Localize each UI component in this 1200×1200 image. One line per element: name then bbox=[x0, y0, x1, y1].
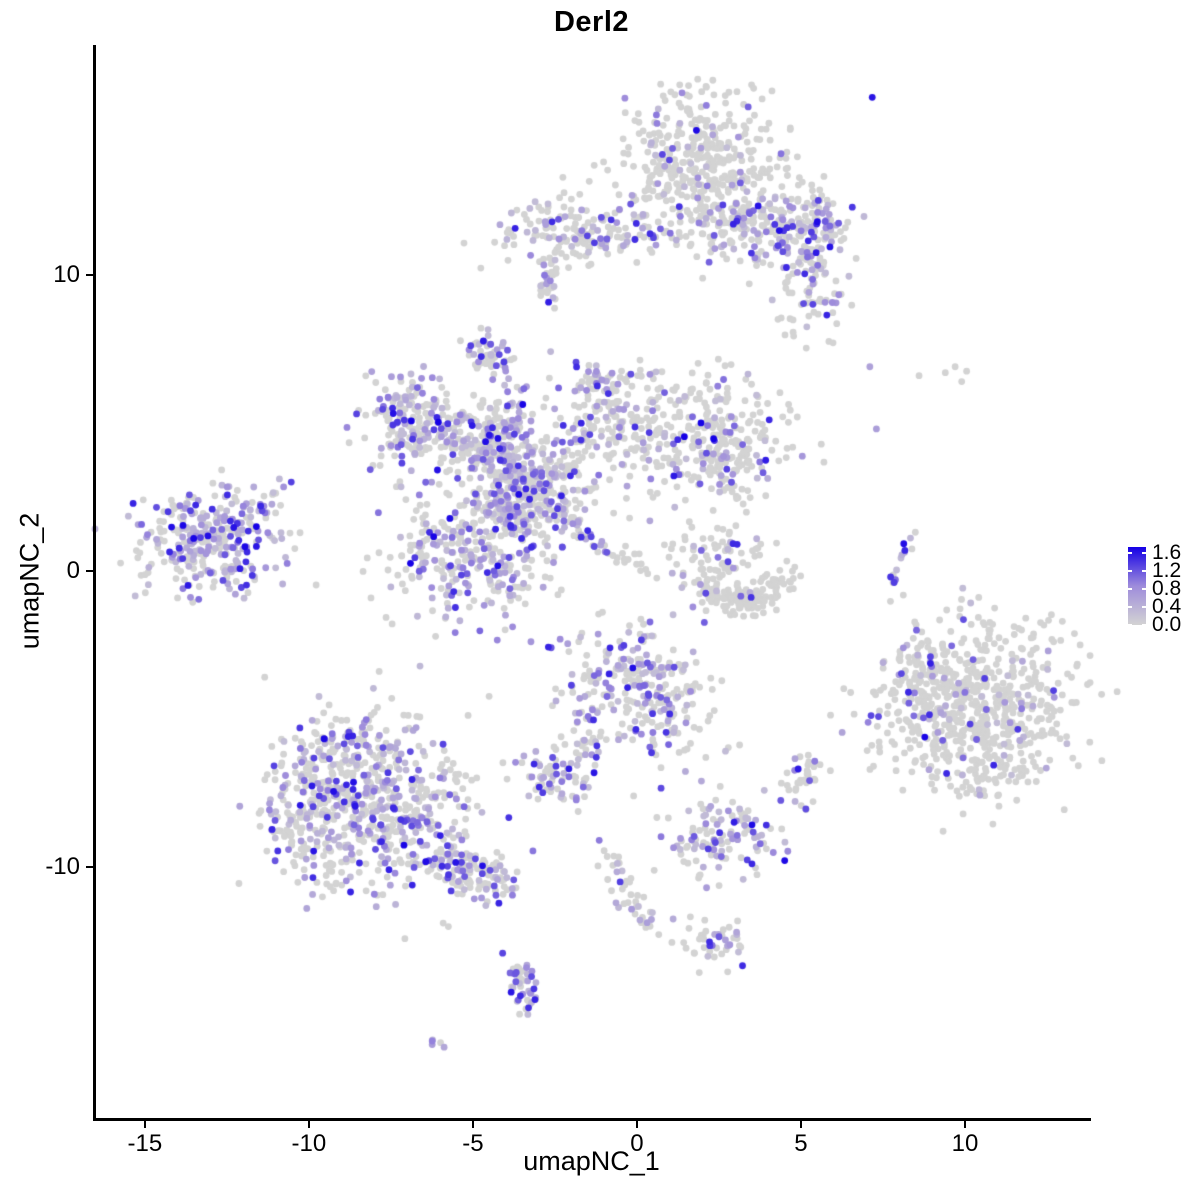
y-tick-label: 0 bbox=[66, 556, 80, 584]
colorbar-tick bbox=[1128, 588, 1132, 590]
y-tick-mark bbox=[86, 273, 93, 277]
x-axis-line bbox=[93, 1118, 1091, 1121]
colorbar-tick bbox=[1142, 570, 1146, 572]
colorbar-gradient bbox=[1128, 547, 1146, 625]
x-axis-label: umapNC_1 bbox=[523, 1146, 660, 1176]
x-tick-mark bbox=[963, 1121, 967, 1128]
colorbar-tick bbox=[1128, 552, 1132, 554]
y-tick-mark bbox=[86, 569, 93, 573]
colorbar-tick bbox=[1128, 606, 1132, 608]
y-tick-label: 10 bbox=[53, 260, 80, 288]
y-tick-mark bbox=[86, 865, 93, 869]
x-tick-label: -15 bbox=[127, 1130, 163, 1157]
x-tick-mark bbox=[799, 1121, 803, 1128]
legend-tick-label: 0.0 bbox=[1152, 613, 1182, 636]
x-tick-label: -10 bbox=[291, 1130, 327, 1157]
x-tick-mark bbox=[143, 1121, 147, 1128]
colorbar-tick bbox=[1142, 588, 1146, 590]
colorbar-tick bbox=[1128, 570, 1132, 572]
legend-tick-label: 0.8 bbox=[1152, 577, 1182, 600]
colorbar-legend: 1.6 1.2 0.8 0.4 0.0 bbox=[1124, 540, 1200, 640]
y-tick-label: -10 bbox=[45, 852, 80, 880]
x-tick-label: 10 bbox=[951, 1130, 979, 1157]
x-tick-mark bbox=[635, 1121, 639, 1128]
y-axis-line bbox=[93, 45, 96, 1121]
x-tick-label: 0 bbox=[630, 1130, 644, 1157]
colorbar-tick bbox=[1128, 624, 1132, 626]
x-tick-label: 5 bbox=[794, 1130, 808, 1157]
colorbar-tick bbox=[1142, 552, 1146, 554]
legend-tick-label: 0.4 bbox=[1152, 595, 1182, 618]
x-tick-label: -5 bbox=[462, 1130, 484, 1157]
legend-tick-label: 1.2 bbox=[1152, 559, 1182, 582]
legend-tick-label: 1.6 bbox=[1152, 541, 1182, 564]
x-tick-mark bbox=[307, 1121, 311, 1128]
colorbar-tick bbox=[1142, 624, 1146, 626]
x-tick-mark bbox=[471, 1121, 475, 1128]
y-axis-label: umapNC_2 bbox=[14, 512, 45, 650]
colorbar-tick bbox=[1142, 606, 1146, 608]
